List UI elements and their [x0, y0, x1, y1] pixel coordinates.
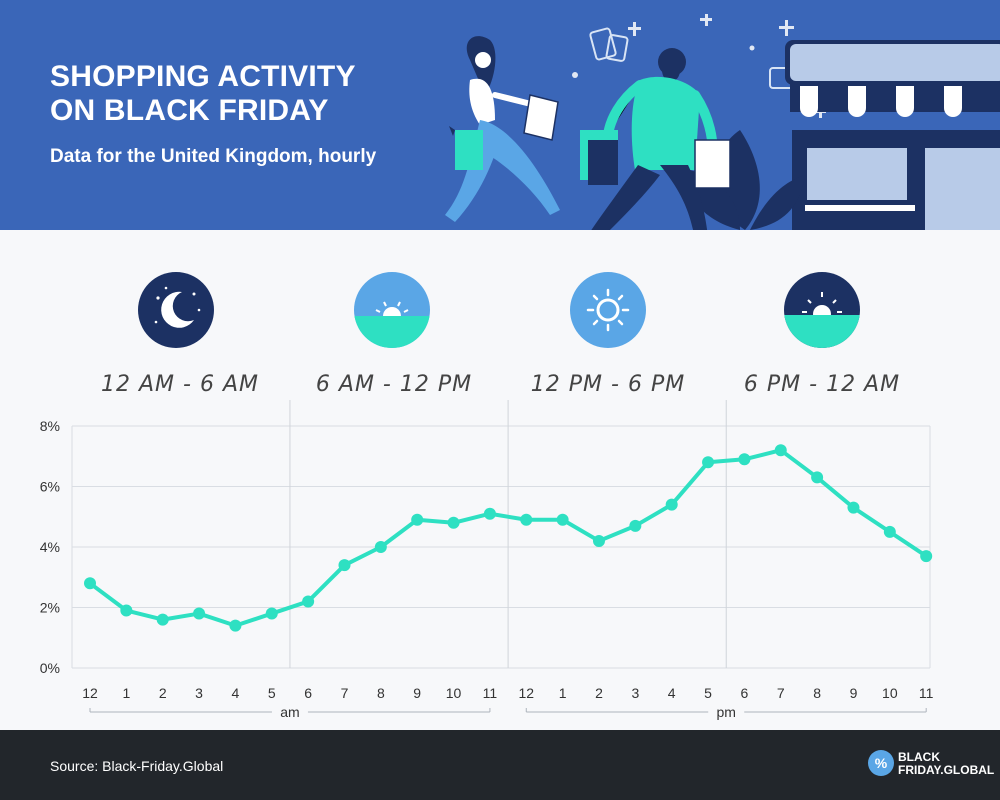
period-night	[76, 270, 276, 355]
y-tick-label: 6%	[40, 479, 60, 495]
page-subtitle: Data for the United Kingdom, hourly	[50, 146, 377, 167]
x-tick-label: 2	[159, 685, 167, 701]
x-tick-label: 4	[232, 685, 240, 701]
data-point	[338, 559, 351, 572]
x-tick-label: 10	[446, 685, 462, 701]
data-point	[447, 516, 460, 529]
x-tick-label: 6	[741, 685, 749, 701]
logo-line-1: BLACK	[898, 750, 940, 764]
brand-logo[interactable]: BLACK FRIDAY.GLOBAL	[898, 751, 994, 777]
period-label-afternoon: 12 PM - 6 PM	[530, 372, 686, 397]
x-tick-label: 2	[595, 685, 603, 701]
period-evening	[722, 270, 922, 355]
source-text: Source: Black-Friday.Global	[50, 758, 224, 774]
x-tick-label: 11	[483, 685, 498, 701]
x-tick-label: 12	[518, 685, 534, 701]
y-tick-label: 2%	[40, 600, 60, 616]
x-tick-label: 9	[850, 685, 858, 701]
period-morning	[292, 270, 492, 355]
woman-shopper-illustration	[445, 36, 560, 222]
data-point	[847, 501, 860, 514]
man-shopper-illustration	[580, 48, 731, 230]
y-tick-label: 4%	[40, 539, 60, 555]
x-tick-label: 3	[631, 685, 639, 701]
data-point	[920, 550, 933, 563]
x-group-label: pm	[717, 704, 736, 720]
data-point	[883, 525, 896, 538]
page-title: SHOPPING ACTIVITY ON BLACK FRIDAY	[50, 60, 356, 128]
data-point	[411, 513, 424, 526]
data-point	[156, 613, 169, 626]
data-point	[738, 453, 751, 466]
title-line-2: ON BLACK FRIDAY	[50, 94, 329, 127]
y-tick-label: 8%	[40, 418, 60, 434]
chart-area: 0% 2% 4% 6% 8% 12 1 2 3 4 5 6 7 8 9 10 11 12 1 2 3 4 5 6 7 8 9 10 11…	[0, 378, 1000, 735]
data-point	[302, 595, 315, 608]
x-tick-label: 11	[919, 685, 934, 701]
data-point	[556, 513, 569, 526]
data-point	[193, 607, 206, 620]
period-label-night: 12 AM - 6 AM	[101, 372, 259, 397]
period-afternoon	[508, 270, 708, 355]
data-point	[120, 604, 133, 617]
footer: Source: Black-Friday.Global % BLACK FRID…	[0, 730, 1000, 800]
x-tick-label: 10	[882, 685, 898, 701]
data-point	[702, 456, 715, 469]
data-point	[774, 444, 787, 457]
moon-icon	[138, 272, 214, 348]
logo-line-2: FRIDAY.GLOBAL	[898, 763, 995, 777]
data-point	[265, 607, 278, 620]
line-chart: 0%2%4%6%8%12 1 2 3 4 5 6 7 8 9 10 11 12 1 2 3 4 5 6 7 8 9 10 11…	[40, 378, 934, 720]
data-point	[811, 471, 824, 484]
title-line-1: SHOPPING ACTIVITY	[50, 60, 356, 93]
x-tick-label: 7	[777, 685, 785, 701]
store-icon	[785, 40, 1000, 230]
x-tick-label: 1	[559, 685, 567, 701]
data-point	[520, 513, 533, 526]
period-label-evening: 6 PM - 12 AM	[743, 372, 901, 397]
sun-icon	[570, 272, 646, 348]
data-point	[374, 541, 387, 553]
logo-symbol: %	[875, 755, 888, 771]
shoppers-illustration	[445, 14, 1000, 230]
price-tag-icon	[589, 27, 629, 62]
data-point	[629, 519, 642, 532]
sunrise-icon	[354, 272, 430, 348]
x-tick-label: 7	[341, 685, 349, 701]
x-tick-label: 1	[122, 685, 130, 701]
x-tick-label: 3	[195, 685, 203, 701]
sunset-icon	[784, 272, 860, 348]
x-tick-label: 12	[82, 685, 98, 701]
x-tick-label: 6	[304, 685, 312, 701]
data-point	[229, 619, 242, 632]
x-tick-label: 4	[668, 685, 676, 701]
x-tick-label: 9	[413, 685, 421, 701]
x-group-label: am	[280, 704, 299, 720]
x-tick-label: 5	[268, 685, 276, 701]
logo-icon: %	[868, 750, 894, 776]
header-banner: SHOPPING ACTIVITY ON BLACK FRIDAY Data f…	[0, 0, 1000, 230]
data-point	[665, 498, 678, 511]
y-tick-label: 0%	[40, 660, 60, 676]
x-tick-label: 5	[704, 685, 712, 701]
data-point	[592, 534, 605, 547]
data-point	[84, 577, 96, 590]
x-tick-label: 8	[377, 685, 385, 701]
x-tick-label: 8	[813, 685, 821, 701]
data-point	[483, 507, 496, 520]
period-label-morning: 6 AM - 12 PM	[315, 372, 473, 397]
series-line	[88, 448, 928, 628]
